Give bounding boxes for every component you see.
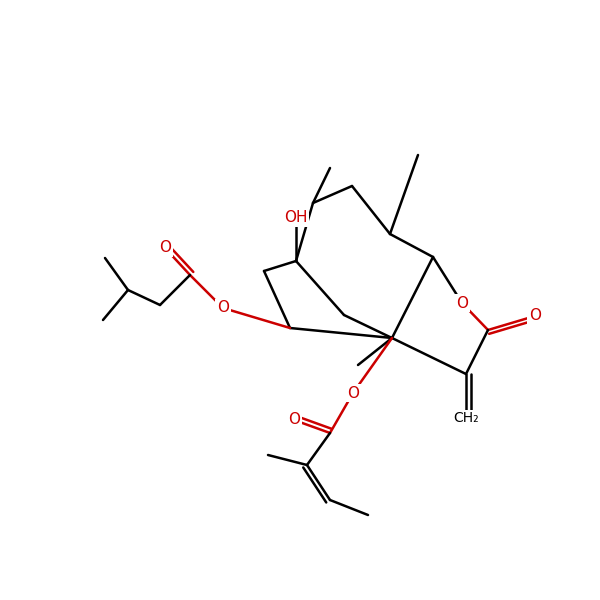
Text: O: O bbox=[288, 413, 300, 427]
Text: O: O bbox=[529, 308, 541, 323]
Text: O: O bbox=[159, 241, 171, 256]
Text: O: O bbox=[347, 385, 359, 401]
Text: OH: OH bbox=[284, 211, 308, 226]
Text: O: O bbox=[456, 295, 468, 311]
Text: O: O bbox=[217, 301, 229, 316]
Text: OH: OH bbox=[284, 211, 308, 226]
Text: CH₂: CH₂ bbox=[453, 411, 479, 425]
